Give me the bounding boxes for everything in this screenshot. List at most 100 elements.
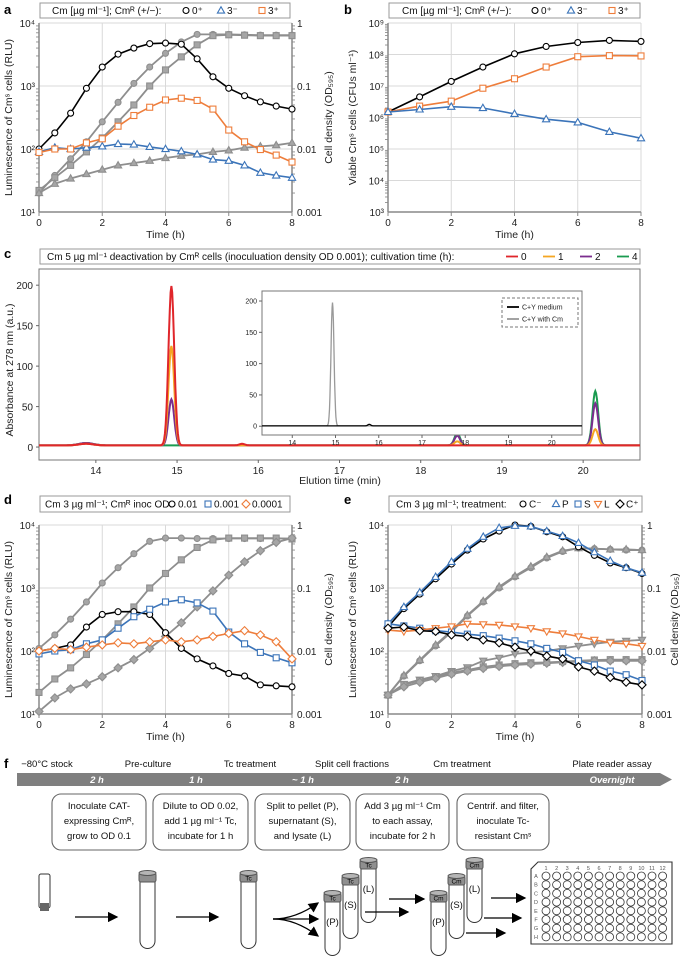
plate-well bbox=[573, 871, 583, 881]
data-point bbox=[446, 556, 457, 565]
data-point bbox=[225, 31, 233, 39]
data-point bbox=[49, 643, 60, 654]
y-right-tick-label: 1 bbox=[647, 521, 653, 532]
data-point bbox=[510, 642, 520, 653]
plate-well bbox=[573, 932, 583, 942]
data-point bbox=[462, 631, 473, 642]
y-right-tick-label: 1 bbox=[297, 521, 303, 532]
plate-well bbox=[637, 923, 646, 933]
y-tick-label: 10³ bbox=[21, 82, 36, 93]
legend-title: Cm 3 µg ml⁻¹; Cmᴿ inoc OD: bbox=[45, 500, 172, 511]
plate-well bbox=[594, 923, 604, 933]
plate-well bbox=[552, 897, 561, 907]
step-text: inoculate Tc- bbox=[476, 816, 529, 827]
data-point bbox=[510, 660, 520, 670]
data-point bbox=[288, 683, 296, 691]
data-point bbox=[478, 103, 488, 112]
data-point bbox=[176, 146, 186, 155]
data-point bbox=[446, 101, 456, 110]
plate-well bbox=[594, 889, 604, 898]
data-point bbox=[256, 681, 264, 689]
data-point bbox=[193, 96, 201, 104]
plate-well bbox=[615, 923, 625, 933]
data-point bbox=[414, 677, 425, 688]
data-point bbox=[223, 628, 234, 639]
panel-letter: c bbox=[4, 246, 11, 261]
y-tick-label: 10¹ bbox=[21, 710, 36, 721]
y-axis-label: Luminescence of Cmˢ cells (RLU) bbox=[347, 541, 359, 698]
data-point bbox=[97, 640, 108, 650]
panel-c: c Cm 5 µg ml⁻¹ deactivation by Cmᴿ cells … bbox=[4, 246, 641, 487]
plate-column-label: 12 bbox=[660, 866, 666, 872]
plate-well bbox=[658, 880, 667, 890]
plate-well bbox=[562, 906, 572, 916]
data-point bbox=[239, 557, 250, 567]
data-point bbox=[113, 139, 123, 148]
series-C⁺ bbox=[383, 622, 647, 690]
x-axis-label: Time (h) bbox=[146, 229, 185, 241]
data-point bbox=[479, 63, 487, 71]
data-point bbox=[526, 625, 536, 634]
data-point bbox=[431, 640, 441, 648]
data-point bbox=[510, 623, 520, 632]
x-tick-label: 0 bbox=[36, 720, 42, 731]
y-tick-label: 10⁵ bbox=[369, 145, 384, 156]
plate-well bbox=[584, 871, 593, 881]
series-P bbox=[383, 520, 647, 627]
stock-vial bbox=[38, 873, 51, 909]
plate-well bbox=[615, 906, 625, 916]
plate-well bbox=[594, 880, 604, 890]
data-point bbox=[383, 107, 393, 116]
data-point bbox=[51, 675, 59, 683]
plate-well bbox=[552, 923, 561, 933]
legend-label: S bbox=[584, 500, 591, 511]
data-point bbox=[209, 73, 217, 81]
panel-a: a Cm [µg ml⁻¹]; Cmᴿ (+/−): 0⁺ 3⁻ 3⁺ 0 2 4 6 8 10¹ 1… bbox=[3, 2, 335, 241]
x-axis-label: Time (h) bbox=[146, 731, 185, 743]
data-point bbox=[161, 534, 170, 542]
data-point bbox=[208, 154, 218, 163]
data-point bbox=[82, 139, 90, 147]
plate-row-label: E bbox=[534, 909, 538, 915]
fraction-label: (S) bbox=[344, 900, 357, 911]
y-axis-right-label: Cell density (OD₅₉₅) bbox=[323, 71, 335, 164]
legend-label: 2 bbox=[595, 252, 601, 263]
data-point bbox=[288, 105, 296, 113]
plate-well bbox=[605, 880, 614, 890]
data-point bbox=[446, 623, 457, 632]
data-point bbox=[494, 661, 504, 672]
data-point bbox=[240, 160, 250, 169]
plate-well bbox=[552, 880, 561, 890]
legend-title: Cm [µg ml⁻¹]; Cmᴿ (+/−): bbox=[402, 6, 511, 17]
data-point bbox=[637, 642, 647, 651]
plate-well bbox=[573, 923, 583, 933]
data-point bbox=[605, 672, 616, 683]
plate-well bbox=[584, 923, 593, 933]
y-tick-label: 100 bbox=[245, 361, 257, 368]
data-point bbox=[97, 671, 108, 682]
y-right-tick-label: 0.01 bbox=[297, 647, 317, 658]
legend-frame bbox=[39, 495, 291, 513]
data-point bbox=[239, 625, 250, 636]
data-point bbox=[510, 520, 520, 529]
stage-label: Split cell fractions bbox=[315, 759, 389, 770]
data-point bbox=[177, 596, 185, 604]
arrow-icon bbox=[272, 902, 320, 920]
data-point bbox=[255, 545, 266, 556]
plate-row-label: G bbox=[534, 926, 538, 932]
step-box bbox=[152, 793, 249, 851]
plate-row-label: A bbox=[534, 874, 538, 880]
x-tick-label: 0 bbox=[36, 218, 42, 229]
legend-label: C⁻ bbox=[529, 500, 542, 511]
plate-well bbox=[573, 889, 583, 898]
y-tick-label: 10⁴ bbox=[369, 177, 384, 188]
step-text: grow to OD 0.1 bbox=[67, 831, 131, 842]
data-point bbox=[130, 613, 138, 621]
data-point bbox=[161, 49, 170, 57]
data-point bbox=[82, 598, 90, 606]
plate-well bbox=[615, 915, 625, 924]
stage-label: −80°C stock bbox=[21, 759, 73, 770]
data-point bbox=[209, 607, 217, 615]
y-tick-label: 10¹ bbox=[21, 208, 36, 219]
data-point bbox=[98, 118, 106, 126]
